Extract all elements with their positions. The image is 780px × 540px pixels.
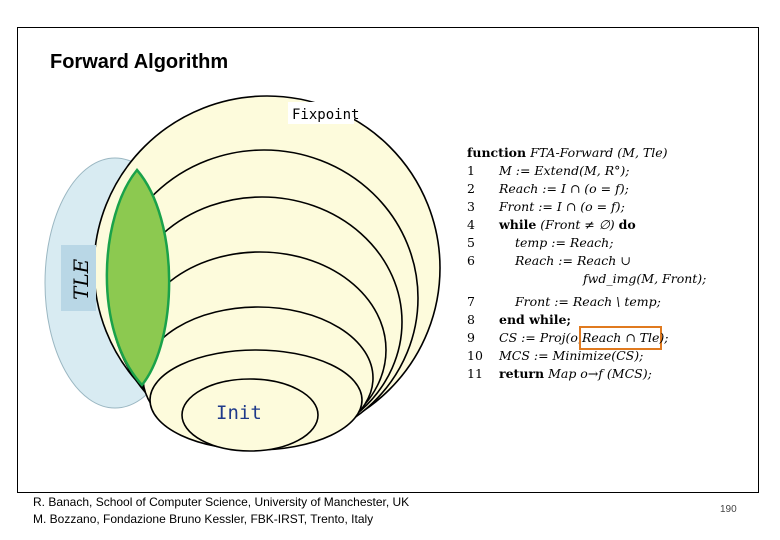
- footer-line-2: M. Bozzano, Fondazione Bruno Kessler, FB…: [33, 512, 374, 526]
- line-number: 5: [467, 235, 475, 250]
- line-number: 11: [467, 366, 483, 381]
- algorithm-line: 3 Front := I ∩ (o = f);: [467, 198, 737, 216]
- return-keyword: return: [499, 366, 545, 381]
- while-keyword: while: [499, 217, 537, 232]
- line-code: CS := Proj(o,: [499, 330, 582, 345]
- intersection-region: [105, 168, 171, 387]
- function-signature: FTA-Forward (M, Tle): [530, 145, 668, 160]
- line-code: fwd_img(M, Front);: [583, 271, 707, 286]
- tle-label: TLE: [69, 258, 93, 300]
- algorithm-line: 7 Front := Reach \ temp;: [467, 293, 737, 311]
- line-code: Front := I ∩ (o = f);: [499, 199, 625, 214]
- line-number: 9: [467, 330, 475, 345]
- fixpoint-label: Fixpoint: [292, 107, 359, 123]
- line-code: M := Extend(M, R°);: [499, 163, 630, 178]
- line-number: 3: [467, 199, 475, 214]
- line-code: Reach := I ∩ (o = f);: [499, 181, 629, 196]
- line-number: 7: [467, 294, 475, 309]
- tle-label-bg: [61, 245, 96, 311]
- slide-title: Forward Algorithm: [50, 51, 229, 73]
- highlighted-expression: Reach ∩ Tle: [578, 326, 663, 350]
- algorithm-line: 8 end while;: [467, 311, 737, 329]
- algorithm-header: function FTA-Forward (M, Tle): [467, 144, 737, 162]
- algorithm-line: fwd_img(M, Front);: [467, 270, 737, 288]
- function-keyword: function: [467, 145, 527, 160]
- reach-sets: [93, 95, 441, 452]
- footer-line-1: R. Banach, School of Computer Science, U…: [33, 495, 410, 509]
- line-number: [467, 270, 499, 288]
- line-number: 8: [467, 312, 475, 327]
- line-number: 1: [467, 163, 475, 178]
- line-code: Reach := Reach ∪: [515, 253, 631, 268]
- algorithm-line: 6 Reach := Reach ∪: [467, 252, 737, 270]
- algorithm-line: 2 Reach := I ∩ (o = f);: [467, 180, 737, 198]
- algorithm-line: 9 CS := Proj(o, Reach ∩ Tle);: [467, 326, 737, 350]
- algorithm-line: 5 temp := Reach;: [467, 234, 737, 252]
- end-while-keyword: end while;: [499, 312, 572, 327]
- line-code: MCS := Minimize(CS);: [499, 348, 644, 363]
- page-number: 190: [720, 504, 737, 515]
- algorithm-block: function FTA-Forward (M, Tle) 1 M := Exte…: [467, 144, 737, 383]
- line-code-tail: );: [659, 330, 669, 345]
- line-code: temp := Reach;: [515, 235, 614, 250]
- algorithm-line: 11 return Map o→f (MCS);: [467, 365, 737, 383]
- algorithm-line: 10 MCS := Minimize(CS);: [467, 347, 737, 365]
- line-code: Front := Reach \ temp;: [515, 294, 661, 309]
- line-number: 10: [467, 348, 483, 363]
- fixpoint-label-bg: [288, 102, 354, 124]
- slide-frame: [17, 27, 759, 493]
- footer-credits: R. Banach, School of Computer Science, U…: [33, 494, 409, 528]
- algorithm-line: 1 M := Extend(M, R°);: [467, 162, 737, 180]
- line-number: 2: [467, 181, 475, 196]
- init-label-bg: [212, 398, 262, 424]
- init-label: Init: [216, 402, 262, 424]
- line-code: (Front ≠ ∅): [540, 217, 615, 232]
- line-code: Map o→f (MCS);: [548, 366, 652, 381]
- line-number: 4: [467, 217, 475, 232]
- do-keyword: do: [618, 217, 636, 232]
- line-number: 6: [467, 253, 475, 268]
- algorithm-line: 4 while (Front ≠ ∅) do: [467, 216, 737, 234]
